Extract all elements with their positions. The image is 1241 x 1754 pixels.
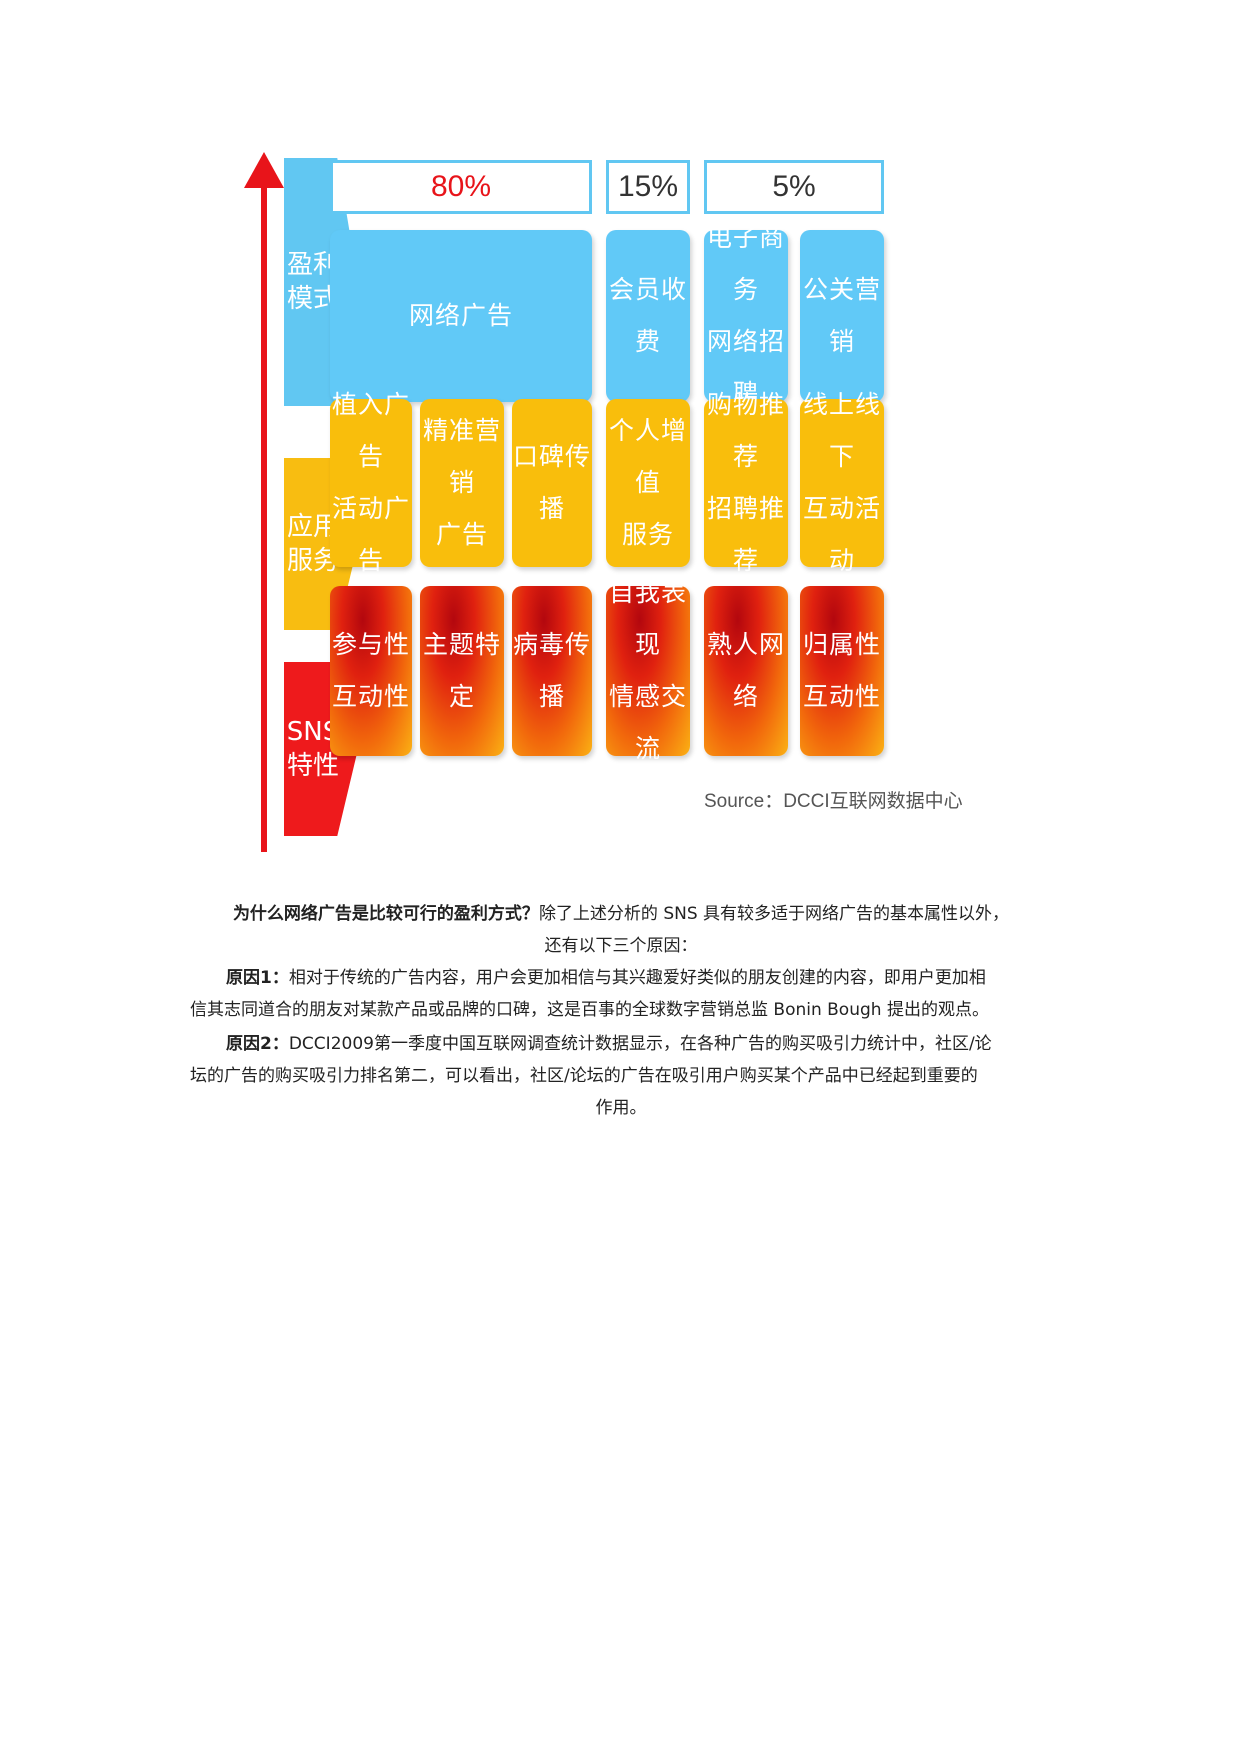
percent-box-5: 5% — [704, 160, 884, 214]
sns-tile: 参与性 互动性 — [330, 586, 412, 756]
sns-profit-model-diagram: 盈利 模式 应用 服务 SNS 特性 80% 15% 5% 网络广告 会员收费 … — [244, 138, 1004, 898]
sns-tile: 自我表现 情感交流 — [606, 578, 690, 763]
reason2-line2: 坛的广告的购买吸引力排名第二，可以看出，社区/论坛的广告在吸引用户购买某个产品中… — [190, 1066, 978, 1086]
question-heading: 为什么网络广告是比较可行的盈利方式？ — [232, 904, 539, 924]
profit-tile: 电子商务 网络招聘 — [704, 223, 788, 408]
service-tile: 个人增值 服务 — [606, 399, 690, 567]
reason2-line3: 作用。 — [595, 1098, 647, 1118]
question-paragraph-line2: 还有以下三个原因： — [544, 936, 698, 956]
sns-tile: 主题特定 — [420, 586, 504, 756]
service-tile: 购物推荐 招聘推荐 — [704, 390, 788, 575]
percent-box-15: 15% — [606, 160, 690, 214]
service-tile: 线上线下 互动活动 — [800, 390, 884, 575]
sns-tile: 病毒传播 — [512, 586, 592, 756]
reason1-line2: 信其志同道合的朋友对某款产品或品牌的口碑，这是百事的全球数字营销总监 Bonin… — [190, 1000, 989, 1020]
question-paragraph: 为什么网络广告是比较可行的盈利方式？除了上述分析的 SNS 具有较多适于网络广告… — [232, 904, 1010, 924]
service-tile: 精准营销 广告 — [420, 399, 504, 567]
reason1-paragraph: 原因1：相对于传统的广告内容，用户会更加相信与其兴趣爱好类似的朋友创建的内容，即… — [226, 968, 986, 988]
sns-tile: 归属性 互动性 — [800, 586, 884, 756]
arrow-shaft — [261, 178, 267, 852]
reason2-heading: 原因2： — [226, 1034, 289, 1054]
figure-source: Source：DCCI互联网数据中心 — [704, 791, 963, 812]
sns-tile: 熟人网络 — [704, 586, 788, 756]
profit-tile: 公关营销 — [800, 230, 884, 402]
percent-box-80: 80% — [330, 160, 592, 214]
profit-tile: 网络广告 — [330, 230, 592, 402]
service-tile: 植入广告 活动广告 — [330, 390, 412, 575]
reason1-heading: 原因1： — [226, 968, 289, 988]
reason2-paragraph: 原因2：DCCI2009第一季度中国互联网调查统计数据显示，在各种广告的购买吸引… — [226, 1034, 992, 1054]
profit-tile: 会员收费 — [606, 230, 690, 402]
service-tile: 口碑传播 — [512, 399, 592, 567]
